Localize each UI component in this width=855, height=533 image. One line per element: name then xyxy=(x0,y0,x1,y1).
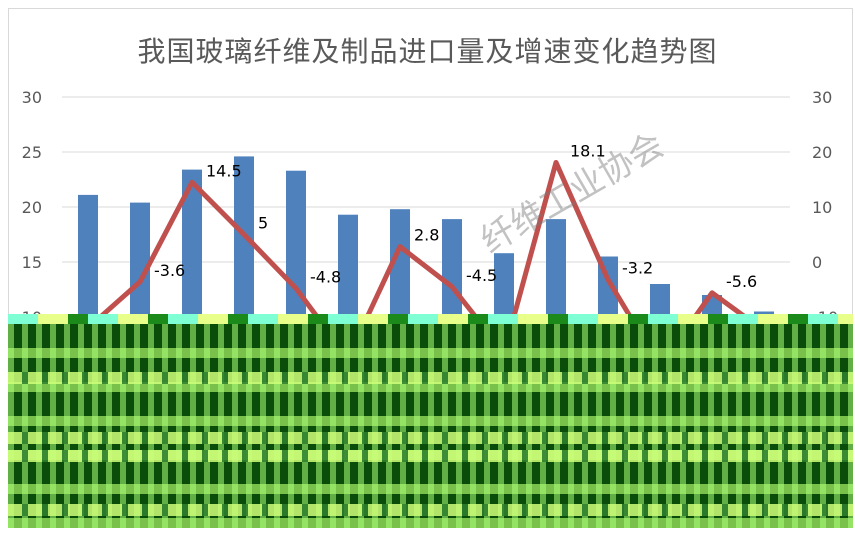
data-label: -3.2 xyxy=(622,259,653,278)
data-label: 14.5 xyxy=(206,161,242,180)
right-tick-label: 0 xyxy=(812,253,822,272)
bar xyxy=(650,284,670,317)
corrupted-band xyxy=(8,450,853,462)
bar xyxy=(390,209,410,317)
data-label: -3.6 xyxy=(154,261,185,280)
bar xyxy=(182,169,202,317)
left-tick-label: 30 xyxy=(22,88,42,107)
corrupted-band xyxy=(8,314,853,324)
data-label: -5.6 xyxy=(726,272,757,291)
corrupted-region xyxy=(8,314,853,528)
right-tick-label: 10 xyxy=(812,198,832,217)
chart-title: 我国玻璃纤维及制品进口量及增速变化趋势图 xyxy=(137,35,718,68)
bar xyxy=(130,202,150,317)
right-tick-label: 30 xyxy=(812,88,832,107)
data-label: 5 xyxy=(258,214,268,233)
left-tick-label: 15 xyxy=(22,253,42,272)
left-tick-label: 25 xyxy=(22,143,42,162)
bar xyxy=(78,194,98,317)
data-label: 2.8 xyxy=(414,226,439,245)
bar xyxy=(338,214,358,317)
data-label: 18.1 xyxy=(570,141,606,160)
bar xyxy=(546,219,566,317)
bar xyxy=(494,253,514,317)
corrupted-band xyxy=(8,504,853,516)
bar xyxy=(442,219,462,317)
right-tick-label: 20 xyxy=(812,143,832,162)
corrupted-band xyxy=(8,372,853,384)
data-label: -4.5 xyxy=(466,266,497,285)
left-tick-label: 20 xyxy=(22,198,42,217)
corrupted-band xyxy=(8,432,853,444)
data-label: -4.8 xyxy=(310,267,341,286)
